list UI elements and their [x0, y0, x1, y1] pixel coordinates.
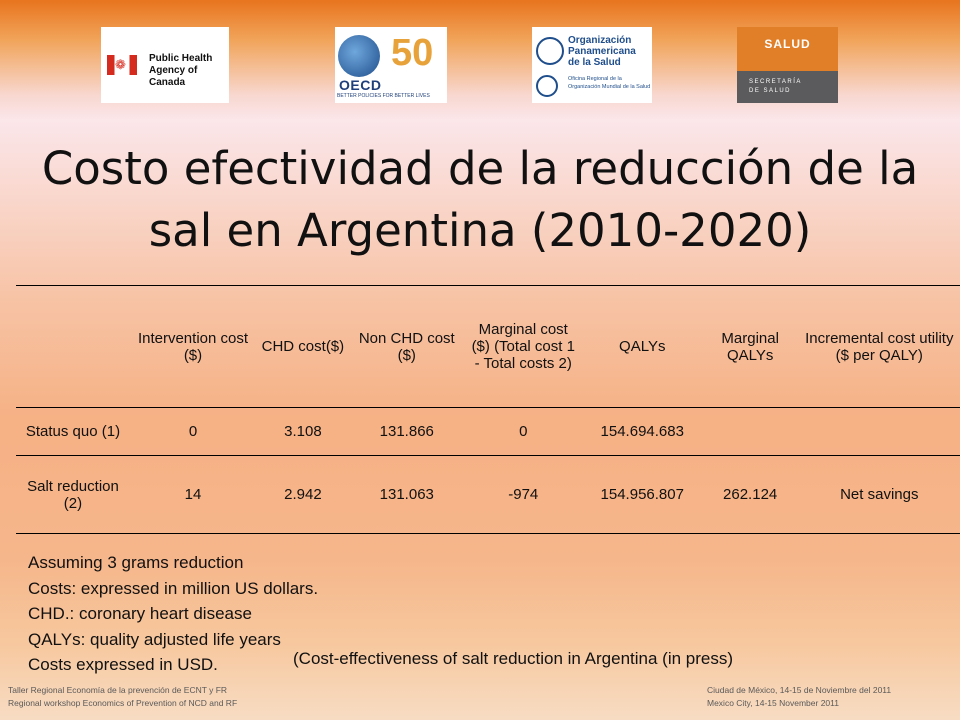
oecd-anniversary: 50 — [391, 32, 434, 74]
table-cell: 2.942 — [256, 455, 350, 534]
header-cell: Marginal cost ($) (Total cost 1 - Total … — [463, 285, 583, 408]
slide-title: Costo efectividad de la reducción de la … — [41, 142, 919, 257]
footer-left: Taller Regional Economía de la prevenció… — [8, 685, 238, 708]
table-cell: Salt reduction (2) — [16, 455, 130, 534]
header-cell: Non CHD cost ($) — [349, 285, 464, 408]
table-cell: -974 — [463, 455, 583, 534]
salud-logo-title: SALUD — [764, 37, 811, 51]
header-cell: CHD cost($) — [256, 285, 350, 408]
citation: (Cost-effectiveness of salt reduction in… — [293, 649, 734, 668]
footer-right: Ciudad de México, 14-15 de Noviembre del… — [707, 685, 892, 708]
table-cell: 0 — [129, 407, 257, 456]
table-cell — [798, 407, 960, 456]
table-cell: 154.956.807 — [582, 455, 702, 534]
header-cell: Marginal QALYs — [701, 285, 799, 408]
who-emblem-icon — [536, 75, 558, 97]
note-line: QALYs: quality adjusted life years — [28, 629, 281, 649]
table-cell: Status quo (1) — [16, 407, 130, 456]
canada-flag-icon — [107, 55, 137, 75]
table-cell: 0 — [463, 407, 583, 456]
paho-name: Organización Panamericana de la Salud — [568, 35, 636, 68]
cost-effectiveness-table: Intervention cost ($) CHD cost($) Non CH… — [16, 285, 960, 534]
paho-subtitle: Oficina Regional de la Organización Mund… — [568, 76, 651, 90]
table-cell: 14 — [129, 455, 257, 534]
table-cell: Net savings — [798, 455, 960, 534]
table-cell: 131.063 — [349, 455, 464, 534]
note-line: Costs: expressed in million US dollars. — [28, 578, 319, 598]
note-line: Costs expressed in USD. — [28, 655, 218, 674]
salud-logo-band: SECRETARÍA DE SALUD — [737, 71, 838, 103]
oecd-logo: OECD 50 BETTER POLICIES FOR BETTER LIVES — [335, 27, 447, 103]
header-cell — [16, 285, 130, 408]
table-cell: 262.124 — [701, 455, 799, 534]
table-cell — [701, 407, 799, 456]
phac-logo: Public Health Agency of Canada — [101, 27, 229, 103]
note-line: CHD.: coronary heart disease — [28, 604, 252, 623]
table-cell: 154.694.683 — [582, 407, 702, 456]
table-row: Status quo (1) 0 3.108 131.866 0 154.694… — [16, 407, 960, 456]
paho-emblem-icon — [536, 37, 564, 65]
table-cell: 131.866 — [349, 407, 464, 456]
oecd-brand: OECD — [339, 77, 382, 93]
oecd-globe-icon — [338, 35, 380, 77]
table-header-row: Intervention cost ($) CHD cost($) Non CH… — [16, 285, 960, 408]
table-cell: 3.108 — [256, 407, 350, 456]
header-cell: Incremental cost utility ($ per QALY) — [798, 285, 960, 408]
header-cell: Intervention cost ($) — [129, 285, 257, 408]
notes-block: Assuming 3 grams reduction Costs: expres… — [28, 550, 318, 678]
oecd-tagline: BETTER POLICIES FOR BETTER LIVES — [337, 93, 430, 99]
note-line: Assuming 3 grams reduction — [28, 553, 244, 572]
header-cell: QALYs — [582, 285, 702, 408]
paho-logo: Organización Panamericana de la Salud Of… — [532, 27, 652, 103]
table-row: Salt reduction (2) 14 2.942 131.063 -974… — [16, 455, 960, 534]
phac-logo-text: Public Health Agency of Canada — [149, 53, 213, 88]
salud-logo: SALUD SECRETARÍA DE SALUD — [737, 27, 838, 103]
